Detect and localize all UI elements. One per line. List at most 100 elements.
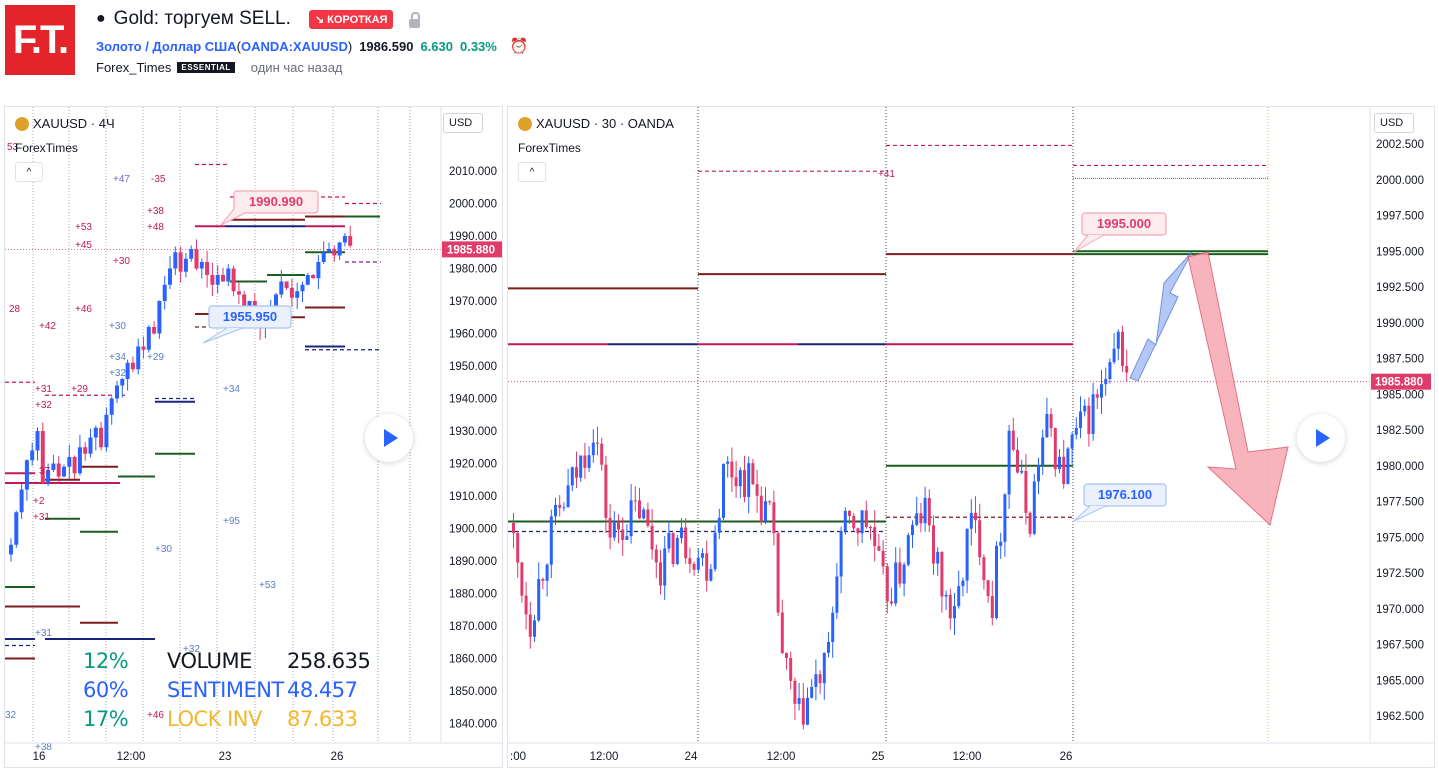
price-axis-tick: 1962.500 bbox=[1376, 711, 1424, 723]
left-currency-select[interactable]: USD bbox=[443, 113, 483, 133]
candle-body bbox=[1028, 512, 1032, 534]
alarm-clock-icon[interactable]: ⏰ bbox=[509, 38, 529, 55]
stat-lockinv-name: LOCK INV bbox=[167, 707, 262, 731]
candle-body bbox=[62, 466, 66, 477]
candle-body bbox=[136, 346, 141, 370]
time-axis-tick: 24 bbox=[685, 751, 698, 763]
candle-body bbox=[558, 504, 562, 508]
candle-body bbox=[629, 500, 633, 537]
candle-body bbox=[157, 301, 162, 334]
candle-body bbox=[927, 497, 931, 526]
level-annotation: +31 bbox=[35, 384, 52, 395]
candle-body bbox=[999, 541, 1003, 546]
plan-badge: ESSENTIAL bbox=[177, 62, 235, 73]
symbol-paren-close: ) bbox=[347, 38, 353, 54]
candle-body bbox=[793, 680, 797, 704]
candle-body bbox=[974, 512, 977, 521]
bulb-icon: ● bbox=[96, 10, 106, 27]
candle-body bbox=[688, 558, 692, 564]
candle-body bbox=[671, 532, 675, 565]
candle-body bbox=[554, 504, 557, 517]
candle-body bbox=[327, 249, 331, 253]
candle-body bbox=[205, 262, 210, 275]
price-axis-tick: 1950.000 bbox=[449, 361, 497, 373]
candle-body bbox=[881, 550, 885, 567]
level-annotation: +32 bbox=[109, 368, 126, 379]
candle-body bbox=[1104, 379, 1108, 385]
candle-body bbox=[194, 249, 199, 269]
candle-body bbox=[562, 507, 566, 509]
candle-body bbox=[894, 562, 898, 604]
high-price-label-box bbox=[233, 190, 319, 214]
price-axis-tick: 1972.500 bbox=[1376, 568, 1424, 580]
exchange-symbol-link[interactable]: OANDA:XAUUSD bbox=[240, 38, 348, 54]
left-chart-canvas[interactable]: 53 +47 -35 +38 +53 +48 +45 +30 +46 28 +42 +30 +34 +29… bbox=[5, 107, 503, 768]
candle-body bbox=[1024, 470, 1028, 513]
ft-logo[interactable]: F.T. bbox=[5, 5, 75, 75]
level-annotation: 32 bbox=[5, 710, 17, 721]
candle-body bbox=[1116, 331, 1120, 349]
time-axis-tick: 12:00 bbox=[590, 751, 619, 763]
candle-body bbox=[995, 545, 998, 618]
candle-body bbox=[274, 294, 278, 308]
level-annotation: +29 bbox=[71, 384, 88, 395]
right-chart-canvas[interactable]: +41 1995.000 1976.100 2002.500 2000.000 1997.… bbox=[508, 107, 1435, 768]
left-play-button[interactable] bbox=[365, 414, 413, 462]
candle-body bbox=[284, 281, 289, 288]
candle-body bbox=[1125, 365, 1129, 373]
candle-body bbox=[545, 564, 549, 581]
candle-body bbox=[839, 530, 843, 577]
current-price-tag-text: 1985.880 bbox=[447, 244, 495, 256]
level-annotation: +32 bbox=[35, 400, 52, 411]
candle-body bbox=[1016, 449, 1019, 473]
level-annotation: +30 bbox=[113, 256, 130, 267]
candle-body bbox=[814, 674, 818, 687]
candle-body bbox=[646, 509, 650, 526]
candle-body bbox=[348, 236, 353, 246]
time-axis-tick: :00 bbox=[510, 751, 526, 763]
candle-body bbox=[178, 252, 183, 272]
candle-body bbox=[162, 284, 167, 301]
right-currency-select[interactable]: USD bbox=[1374, 113, 1414, 133]
price-axis-tick: 1840.000 bbox=[449, 719, 497, 731]
candle-body bbox=[885, 566, 889, 602]
left-chart-panel[interactable]: 53 +47 -35 +38 +53 +48 +45 +30 +46 28 +42 +30 +34 +29… bbox=[4, 106, 503, 768]
candle-body bbox=[1091, 394, 1095, 434]
candle-body bbox=[173, 252, 178, 269]
author-name[interactable]: Forex_Times bbox=[96, 60, 172, 75]
candle-body bbox=[1037, 464, 1040, 482]
candle-body bbox=[612, 522, 616, 538]
candle-body bbox=[1007, 430, 1011, 495]
candle-body bbox=[575, 467, 578, 478]
candle-body bbox=[768, 501, 772, 503]
candle-body bbox=[684, 527, 688, 559]
candle-body bbox=[104, 414, 109, 448]
candle-body bbox=[755, 484, 759, 496]
candle-body bbox=[332, 249, 337, 256]
right-collapse-button[interactable]: ^ bbox=[518, 162, 546, 182]
right-indicator-label: ForexTimes bbox=[518, 141, 581, 155]
candle-body bbox=[1100, 384, 1103, 398]
candle-body bbox=[911, 524, 914, 536]
symbol-name[interactable]: Золото / Доллар США bbox=[96, 38, 237, 54]
candle-body bbox=[512, 522, 515, 534]
candle-body bbox=[1049, 414, 1053, 429]
candle-body bbox=[940, 551, 944, 597]
candle-body bbox=[1079, 411, 1082, 428]
last-price: 1986.590 bbox=[359, 38, 414, 54]
left-collapse-button[interactable]: ^ bbox=[15, 162, 43, 182]
candle-body bbox=[88, 437, 93, 454]
candle-body bbox=[822, 652, 826, 684]
price-axis-tick: 2000.000 bbox=[1376, 175, 1424, 187]
target-price-label-text: 1995.000 bbox=[1097, 216, 1151, 231]
level-annotation: +48 bbox=[147, 222, 164, 233]
symbol-info: Золото / Доллар США(OANDA:XAUUSD) 1986.5… bbox=[96, 37, 529, 55]
candle-body bbox=[226, 268, 231, 282]
right-chart-panel[interactable]: +41 1995.000 1976.100 2002.500 2000.000 1997.… bbox=[507, 106, 1435, 768]
price-axis-tick: 1995.000 bbox=[1376, 246, 1424, 258]
candle-body bbox=[923, 497, 927, 524]
stat-volume-name: VOLUME bbox=[167, 649, 252, 673]
candle-body bbox=[810, 686, 814, 698]
title-text: Gold: торгуем SELL. bbox=[113, 8, 291, 29]
right-play-button[interactable] bbox=[1297, 414, 1345, 462]
